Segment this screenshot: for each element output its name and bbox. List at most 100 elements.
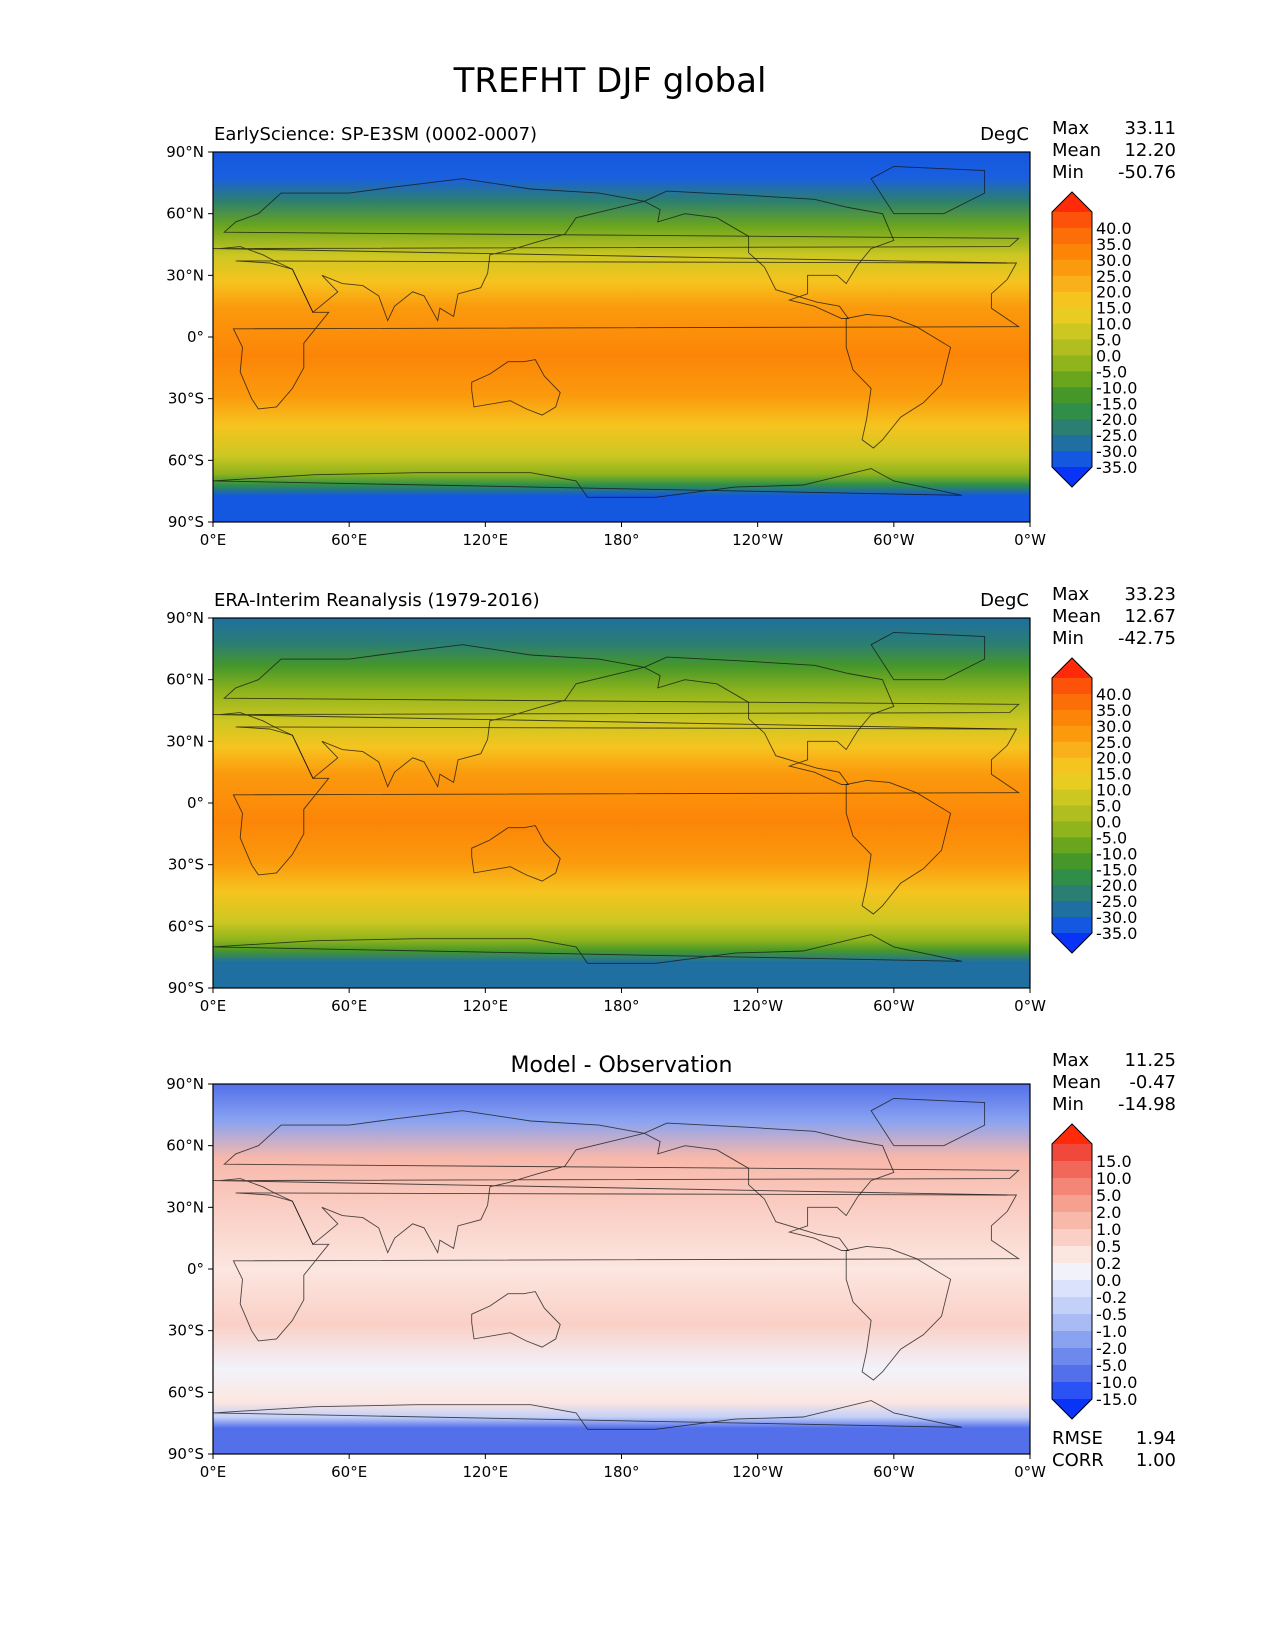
- colorbar-segment: [1052, 1382, 1092, 1400]
- colorbar-segment: [1052, 1229, 1092, 1247]
- coastline: [212, 178, 1020, 322]
- x-tick-label: 60°W: [873, 531, 915, 549]
- panel-units: DegC: [980, 590, 1029, 611]
- coastline: [870, 165, 986, 215]
- x-tick-label: 180°: [603, 531, 639, 549]
- colorbar-segment: [1052, 1297, 1092, 1315]
- panel-left-title: EarlyScience: SP-E3SM (0002-0007): [214, 124, 537, 145]
- colorbar-segment: [1052, 1280, 1092, 1298]
- colorbar-segment: [1052, 837, 1092, 854]
- stat-label: Mean: [1052, 140, 1101, 161]
- y-tick-label: 30°N: [166, 266, 204, 284]
- colorbar-label: 40.0: [1096, 219, 1132, 238]
- colorbar-label: 15.0: [1096, 1152, 1132, 1171]
- colorbar-extend-min: [1052, 467, 1092, 487]
- y-tick-label: 60°N: [166, 205, 204, 223]
- colorbar-segment: [1052, 773, 1092, 791]
- y-tick-label: 30°S: [168, 390, 204, 408]
- colorbar-segment: [1052, 403, 1092, 420]
- panel-obs: 0°E 60°E 120°E 180° 120°W 60°W 0°W 90°N 60°N 30°N…: [166, 584, 1176, 1015]
- colorbar-label: -20.0: [1096, 410, 1137, 429]
- colorbar-label: -15.0: [1096, 860, 1137, 879]
- colorbar-segment: [1052, 227, 1092, 245]
- coastline: [845, 313, 952, 449]
- colorbar-label: -30.0: [1096, 442, 1137, 461]
- colorbar-label: 30.0: [1096, 717, 1132, 736]
- colorbar-segment: [1052, 725, 1092, 743]
- stat-label: Max: [1052, 118, 1090, 139]
- colorbar-segment: [1052, 1178, 1092, 1196]
- x-tick-label: 60°W: [873, 997, 915, 1015]
- colorbar-segment: [1052, 1195, 1092, 1213]
- figure-title: TREFHT DJF global: [453, 61, 767, 101]
- colorbar-label: 20.0: [1096, 283, 1132, 302]
- x-tick-label: 60°E: [331, 531, 367, 549]
- colorbar-segment: [1052, 805, 1092, 822]
- colorbar-label: 0.2: [1096, 1254, 1121, 1273]
- colorbar-label: 35.0: [1096, 235, 1132, 254]
- colorbar-segment: [1052, 678, 1092, 695]
- y-tick-label: 90°S: [168, 979, 204, 997]
- coastline: [212, 468, 962, 498]
- colorbar-label: -15.0: [1096, 1390, 1137, 1409]
- x-tick-label: 180°: [603, 997, 639, 1015]
- y-tick-label: 60°S: [168, 451, 204, 469]
- colorbar-segment: [1052, 387, 1092, 404]
- colorbar-segment: [1052, 339, 1092, 356]
- colorbar-outline: [1051, 1123, 1093, 1420]
- continent-outlines: [212, 1097, 1021, 1430]
- stat-value: -0.47: [1129, 1072, 1176, 1093]
- stat-value: 12.67: [1124, 606, 1176, 627]
- colorbar-label: -5.0: [1096, 1356, 1127, 1375]
- colorbar-segment: [1052, 1365, 1092, 1383]
- colorbar-label: 40.0: [1096, 685, 1132, 704]
- colorbar-segment: [1052, 355, 1092, 372]
- coastline: [643, 190, 895, 319]
- colorbar-label: 35.0: [1096, 701, 1132, 720]
- x-tick-label: 0°W: [1014, 1463, 1046, 1481]
- y-tick-label: 30°S: [168, 1322, 204, 1340]
- colorbar-label: 25.0: [1096, 267, 1132, 286]
- colorbar-segment: [1052, 291, 1092, 309]
- colorbar-label: 0.0: [1096, 346, 1121, 365]
- stat-label: Mean: [1052, 1072, 1101, 1093]
- colorbar-label: 15.0: [1096, 299, 1132, 318]
- panel-left-title: ERA-Interim Reanalysis (1979-2016): [214, 590, 540, 611]
- colorbar-label: 20.0: [1096, 749, 1132, 768]
- colorbar-segment: [1052, 307, 1092, 325]
- colorbar: 40.035.030.025.020.015.010.05.00.0-5.0-1…: [1051, 191, 1137, 488]
- colorbar-segment: [1052, 1212, 1092, 1230]
- colorbar-extend-max: [1052, 658, 1092, 678]
- stat-label: Min: [1052, 1094, 1084, 1115]
- footer-stat-value: 1.00: [1136, 1450, 1176, 1471]
- colorbar-segment: [1052, 1314, 1092, 1332]
- colorbar-label: -25.0: [1096, 892, 1137, 911]
- colorbar-segment: [1052, 323, 1092, 340]
- colorbar-segment: [1052, 709, 1092, 727]
- colorbar-segment: [1052, 1161, 1092, 1179]
- map-field: [213, 1084, 1030, 1454]
- colorbar-label: 10.0: [1096, 315, 1132, 334]
- y-tick-label: 90°N: [166, 1075, 204, 1093]
- x-tick-label: 0°E: [200, 531, 227, 549]
- colorbar-segment: [1052, 371, 1092, 388]
- colorbar-label: -35.0: [1096, 458, 1137, 477]
- colorbar-extend-max: [1052, 1124, 1092, 1144]
- colorbar-label: -10.0: [1096, 1373, 1137, 1392]
- coastline: [643, 656, 895, 785]
- colorbar-label: -0.5: [1096, 1305, 1127, 1324]
- colorbar-label: 0.0: [1096, 1271, 1121, 1290]
- y-tick-label: 0°: [187, 328, 204, 346]
- x-tick-label: 0°E: [200, 1463, 227, 1481]
- stat-value: 33.23: [1124, 584, 1176, 605]
- x-tick-label: 120°W: [732, 1463, 783, 1481]
- colorbar-segment: [1052, 901, 1092, 918]
- colorbar: 15.010.05.02.01.00.50.20.0-0.2-0.5-1.0-2…: [1051, 1123, 1137, 1420]
- stat-label: Min: [1052, 628, 1084, 649]
- panel-diff: 0°E 60°E 120°E 180° 120°W 60°W 0°W 90°N 60°N 30°N…: [166, 1050, 1176, 1481]
- y-tick-label: 30°N: [166, 732, 204, 750]
- x-tick-label: 120°W: [732, 531, 783, 549]
- y-tick-label: 60°S: [168, 1383, 204, 1401]
- x-tick-label: 60°W: [873, 1463, 915, 1481]
